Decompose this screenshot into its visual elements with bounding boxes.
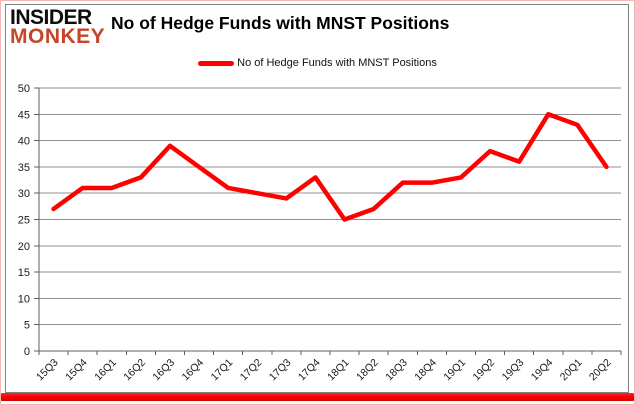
legend-line-swatch <box>198 60 235 66</box>
x-tick-label: 17Q2 <box>238 357 265 384</box>
x-tick-label: 18Q4 <box>412 357 439 384</box>
x-tick-label: 15Q3 <box>34 357 61 384</box>
y-tick-label: 15 <box>18 267 30 279</box>
logo-text-monkey: MONKEY <box>10 25 106 48</box>
x-tick-label: 17Q4 <box>296 357 323 384</box>
y-tick-label: 5 <box>24 320 30 332</box>
y-tick-label: 40 <box>18 136 30 148</box>
x-tick-label: 15Q4 <box>63 357 90 384</box>
y-tick-label: 20 <box>18 241 30 253</box>
x-tick-label: 18Q2 <box>354 357 381 384</box>
x-tick-label: 20Q1 <box>558 357 585 384</box>
brand-bottom-bar <box>1 393 634 401</box>
x-tick-label: 18Q1 <box>325 357 352 384</box>
x-tick-label: 19Q4 <box>529 357 556 384</box>
y-tick-label: 25 <box>18 215 30 227</box>
x-tick-label: 19Q2 <box>471 357 498 384</box>
series-line <box>51 112 609 222</box>
x-tick-label: 17Q1 <box>209 357 236 384</box>
y-tick-label: 30 <box>18 188 30 200</box>
logo-text-insider: INSIDER <box>10 6 92 29</box>
chart-title: No of Hedge Funds with MNST Positions <box>111 13 450 33</box>
y-tick-label: 50 <box>18 83 30 95</box>
y-tick-label: 10 <box>18 293 30 305</box>
x-tick-label: 19Q1 <box>441 357 468 384</box>
y-tick-label: 35 <box>18 162 30 174</box>
x-tick-label: 19Q3 <box>500 357 527 384</box>
y-tick-label: 0 <box>24 346 30 358</box>
legend-label: No of Hedge Funds with MNST Positions <box>237 57 437 69</box>
legend: No of Hedge Funds with MNST Positions <box>1 57 634 69</box>
x-tick-label: 17Q3 <box>267 357 294 384</box>
insider-monkey-logo: INSIDER MONKEY <box>10 7 105 47</box>
x-tick-label: 16Q1 <box>92 357 119 384</box>
x-tick-label: 16Q2 <box>121 357 148 384</box>
x-tick-label: 20Q2 <box>587 357 614 384</box>
x-tick-label: 18Q3 <box>383 357 410 384</box>
x-tick-label: 16Q3 <box>150 357 177 384</box>
x-tick-label: 16Q4 <box>180 357 207 384</box>
chart-frame <box>5 4 629 393</box>
y-tick-label: 45 <box>18 109 30 121</box>
